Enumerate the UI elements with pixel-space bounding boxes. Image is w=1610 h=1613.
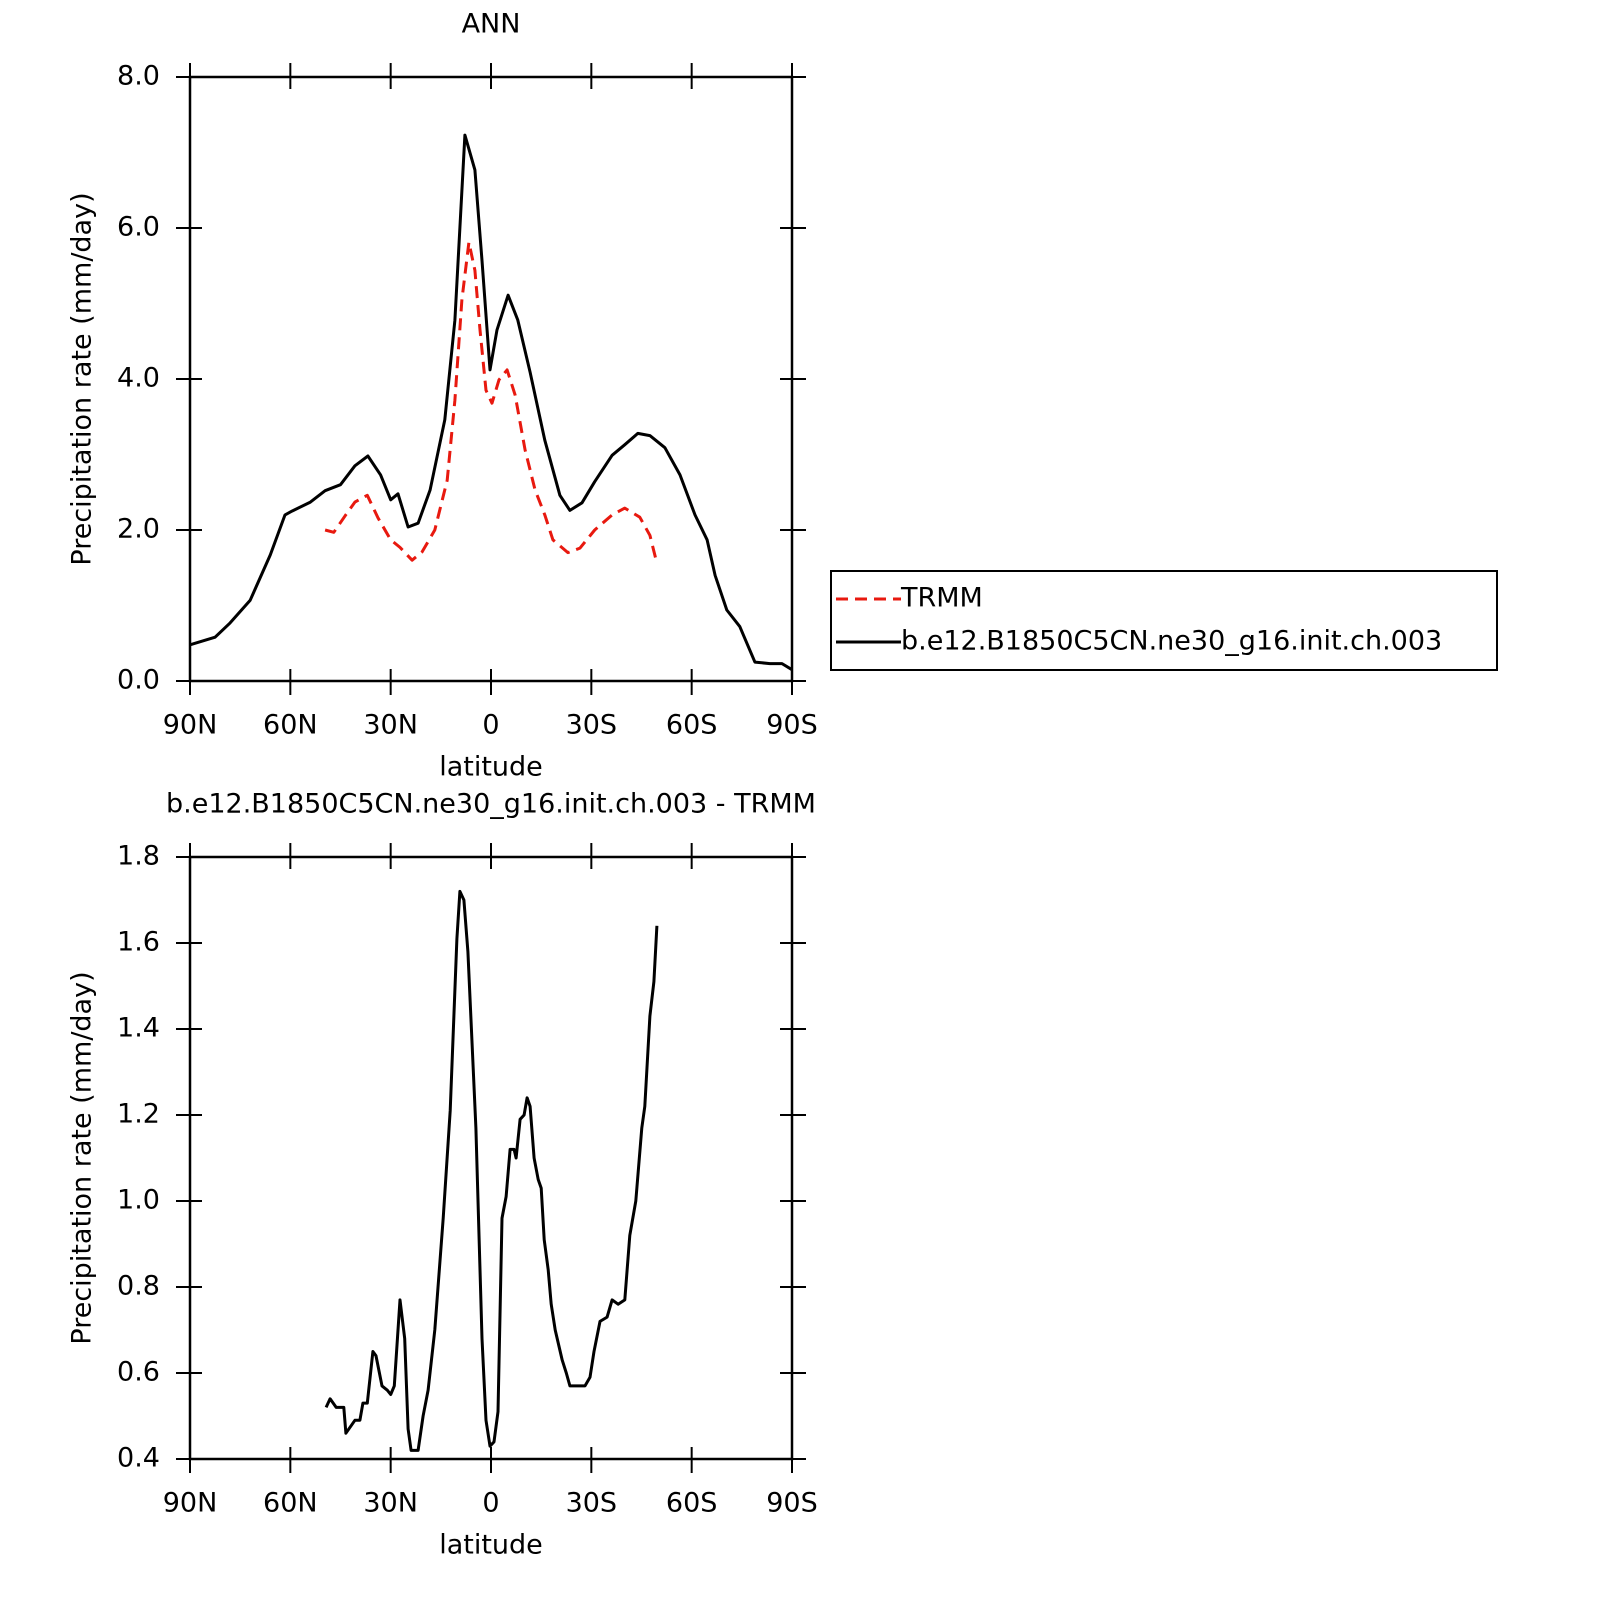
x-tick-label: 60N [263, 1488, 318, 1519]
y-tick-label: 1.2 [117, 1099, 160, 1130]
x-tick-label: 90N [163, 710, 218, 741]
chart-title: b.e12.B1850C5CN.ne30_g16.init.ch.003 - T… [166, 789, 816, 820]
legend-box [830, 570, 1498, 671]
x-tick-label: 60S [666, 710, 718, 741]
y-tick-label: 1.6 [117, 927, 160, 958]
y-tick-label: 1.0 [117, 1185, 160, 1216]
y-tick-label: 0.6 [117, 1357, 160, 1388]
y-tick-label: 1.4 [117, 1013, 160, 1044]
x-tick-label: 30N [363, 710, 418, 741]
x-tick-label: 90S [766, 1488, 818, 1519]
y-tick-label: 4.0 [117, 363, 160, 394]
x-tick-label: 60S [666, 1488, 718, 1519]
y-tick-label: 0.0 [117, 665, 160, 696]
data-line [189, 133, 793, 671]
y-axis-label: Precipitation rate (mm/day) [67, 971, 98, 1344]
x-tick-label: 30S [566, 1488, 618, 1519]
x-tick-label: 90S [766, 710, 818, 741]
y-tick-label: 6.0 [117, 212, 160, 243]
y-tick-label: 1.8 [117, 841, 160, 872]
chart-title: ANN [462, 9, 521, 40]
x-tick-label: 30S [566, 710, 618, 741]
y-tick-label: 2.0 [117, 514, 160, 545]
plot-frame [188, 75, 794, 683]
x-tick-label: 60N [263, 710, 318, 741]
x-tick-label: 30N [363, 1488, 418, 1519]
y-axis-label: Precipitation rate (mm/day) [67, 192, 98, 565]
plot-frame [188, 855, 794, 1461]
x-tick-label: 0 [482, 1488, 499, 1519]
y-tick-label: 8.0 [117, 61, 160, 92]
x-tick-label: 0 [482, 710, 499, 741]
data-line [324, 889, 659, 1452]
legend-label: b.e12.B1850C5CN.ne30_g16.init.ch.003 [901, 626, 1442, 657]
x-axis-label: latitude [439, 752, 543, 783]
y-tick-label: 0.4 [117, 1443, 160, 1474]
x-tick-label: 90N [163, 1488, 218, 1519]
y-tick-label: 0.8 [117, 1271, 160, 1302]
legend-label: TRMM [900, 583, 983, 614]
data-line [324, 240, 659, 564]
x-axis-label: latitude [439, 1530, 543, 1561]
